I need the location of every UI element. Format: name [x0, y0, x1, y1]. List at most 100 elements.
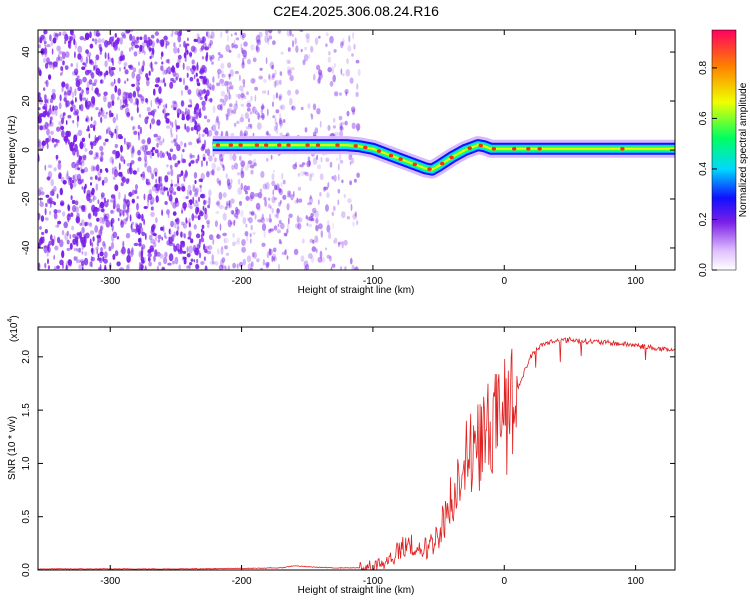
noise-blob [164, 201, 168, 205]
noise-blob [79, 231, 82, 239]
noise-blob [40, 48, 45, 55]
noise-blob [118, 56, 123, 62]
noise-blob [145, 73, 149, 79]
noise-blob [227, 89, 230, 95]
noise-blob [286, 203, 290, 211]
noise-blob [229, 153, 233, 161]
noise-blob [76, 160, 79, 166]
noise-blob [148, 47, 154, 52]
noise-blob [325, 247, 328, 251]
noise-blob [333, 49, 337, 53]
noise-blob [107, 126, 111, 132]
noise-blob [76, 149, 79, 158]
noise-blob [312, 131, 317, 137]
noise-blob [85, 221, 88, 226]
noise-blob [75, 77, 79, 82]
noise-blob [181, 209, 184, 214]
noise-blob [85, 49, 89, 54]
noise-blob [56, 126, 60, 132]
noise-blob [66, 213, 72, 221]
noise-blob [272, 40, 276, 46]
noise-blob [216, 200, 221, 208]
noise-blob [136, 195, 139, 200]
noise-blob [221, 257, 226, 263]
ridge-peak-dot [215, 143, 221, 147]
noise-blob [355, 91, 359, 98]
noise-blob [174, 183, 178, 187]
noise-blob [233, 44, 239, 49]
noise-blob [65, 173, 69, 180]
noise-blob [179, 231, 184, 238]
noise-blob [81, 186, 84, 190]
noise-blob [127, 203, 129, 211]
noise-blob [343, 193, 346, 199]
noise-blob [108, 246, 112, 252]
noise-blob [64, 33, 69, 42]
noise-blob [224, 206, 228, 210]
noise-blob [349, 161, 352, 166]
noise-blob [90, 100, 95, 109]
noise-blob [110, 100, 112, 108]
noise-blob [180, 90, 183, 96]
noise-blob [308, 253, 313, 259]
noise-blob [49, 60, 53, 69]
noise-blob [160, 39, 165, 47]
noise-blob [69, 234, 72, 239]
noise-blob [270, 205, 272, 210]
noise-blob [153, 255, 156, 262]
noise-blob [347, 45, 352, 52]
noise-blob [222, 232, 228, 237]
noise-blob [249, 191, 255, 200]
noise-blob [160, 226, 164, 231]
noise-blob [131, 145, 135, 153]
noise-blob [189, 115, 194, 124]
noise-blob [298, 198, 303, 203]
noise-blob [219, 54, 224, 59]
noise-blob [178, 264, 181, 270]
noise-blob [150, 149, 154, 153]
noise-blob [43, 30, 46, 37]
noise-blob [87, 100, 92, 107]
noise-blob [308, 196, 313, 204]
noise-blob [169, 148, 174, 153]
noise-blob [247, 160, 253, 165]
noise-blob [135, 184, 138, 190]
noise-blob [96, 248, 98, 255]
noise-blob [240, 170, 245, 179]
noise-blob [279, 105, 283, 110]
noise-blob [138, 133, 140, 141]
noise-blob [320, 74, 324, 78]
noise-blob [38, 107, 41, 111]
noise-blob [119, 67, 121, 72]
noise-blob [236, 237, 240, 242]
noise-blob [120, 219, 123, 226]
noise-blob [208, 82, 212, 90]
noise-blob [102, 217, 105, 225]
noise-blob [327, 182, 330, 188]
noise-blob [265, 57, 268, 65]
noise-blob [180, 231, 183, 238]
noise-blob [226, 203, 228, 209]
noise-blob [278, 113, 282, 121]
noise-blob [226, 81, 230, 86]
noise-blob [267, 34, 270, 38]
noise-blob [90, 191, 95, 196]
noise-blob [65, 264, 68, 270]
noise-blob [81, 226, 85, 234]
noise-blob [71, 161, 76, 169]
noise-blob [271, 173, 275, 181]
noise-blob [76, 78, 81, 83]
noise-blob [60, 200, 65, 207]
noise-blob [206, 160, 208, 167]
noise-blob [327, 67, 332, 72]
noise-blob [50, 130, 54, 135]
noise-blob [139, 226, 144, 234]
noise-blob [62, 60, 65, 66]
noise-blob [235, 93, 239, 98]
noise-blob [38, 262, 41, 270]
noise-blob [136, 106, 139, 114]
noise-blob [254, 193, 259, 197]
noise-blob [117, 77, 121, 84]
noise-blob [232, 154, 237, 162]
noise-blob [278, 119, 284, 127]
